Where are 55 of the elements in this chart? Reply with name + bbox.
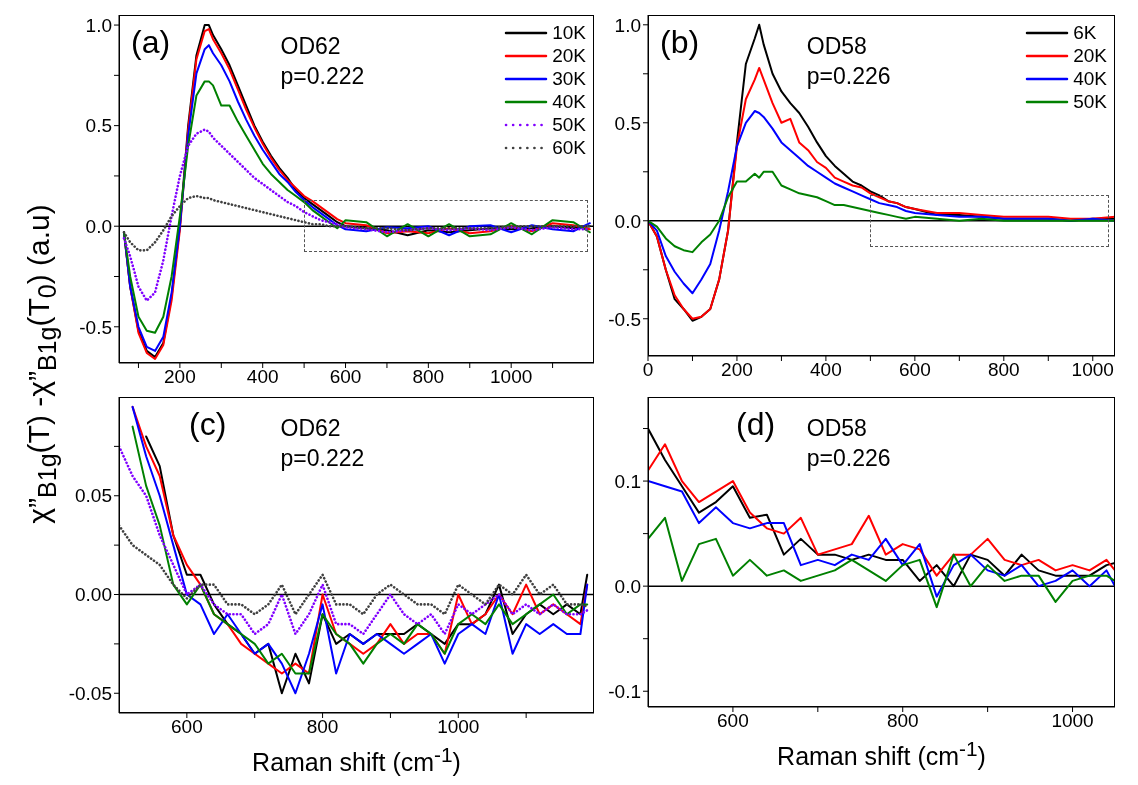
y-tick-label: -0.05: [68, 682, 112, 704]
y-tick-label: 0.5: [85, 115, 112, 137]
annotation: OD62: [280, 415, 341, 443]
y-tick-label: -0.1: [608, 680, 641, 702]
x-tick-label: 200: [164, 366, 196, 388]
x-tick-label: 1000: [1051, 710, 1094, 732]
y-tick-label: 0.0: [614, 575, 641, 597]
annotation: (c): [189, 405, 227, 444]
x-tick-label: 1000: [1071, 359, 1114, 381]
annotation: p=0.226: [806, 445, 891, 473]
x-axis-title: Raman shift (cm$^{-1}$): [776, 737, 987, 772]
legend-label: 40K: [552, 90, 586, 113]
x-tick-label: 800: [306, 716, 339, 738]
y-tick-label: 0.05: [75, 485, 112, 507]
x-tick-label: 200: [721, 359, 753, 381]
x-tick-label: 800: [987, 359, 1020, 381]
y-tick-label: 0.0: [614, 210, 641, 232]
legend-label: 6K: [1073, 21, 1097, 44]
x-tick-label: 600: [329, 366, 362, 388]
x-tick-label: 1000: [437, 716, 480, 738]
annotation: (a): [131, 23, 171, 62]
annotation: OD62: [280, 33, 341, 61]
x-axis-title: Raman shift (cm$^{-1}$): [251, 743, 462, 778]
annotation: p=0.222: [280, 63, 365, 91]
x-tick-label: 600: [717, 710, 749, 732]
legend-label: 20K: [1073, 44, 1107, 67]
x-tick-label: 400: [246, 366, 279, 388]
annotation: p=0.222: [280, 445, 365, 473]
annotation: OD58: [806, 33, 867, 61]
annotation: (d): [736, 405, 776, 444]
y-tick-label: 0.0: [85, 215, 112, 237]
y-tick-label: 0.1: [614, 470, 641, 492]
annotation: (b): [660, 23, 700, 62]
legend-label: 30K: [552, 67, 586, 90]
x-tick-label: 400: [810, 359, 842, 381]
annotation: p=0.226: [806, 63, 891, 91]
x-tick-label: 800: [412, 366, 445, 388]
legend-label: 10K: [552, 21, 586, 44]
legend-label: 50K: [552, 113, 586, 136]
annotation: OD58: [806, 415, 867, 443]
legend-label: 60K: [552, 136, 586, 159]
y-tick-label: -0.5: [79, 316, 112, 338]
x-tick-label: 0: [642, 359, 654, 381]
x-tick-label: 600: [899, 359, 931, 381]
legend-label: 50K: [1073, 90, 1107, 113]
y-tick-label: 1.0: [614, 14, 641, 36]
y-tick-label: -0.5: [608, 308, 641, 330]
x-tick-label: 1000: [490, 366, 533, 388]
legend-label: 40K: [1073, 67, 1107, 90]
legend-label: 20K: [552, 44, 586, 67]
x-tick-label: 800: [886, 710, 919, 732]
y-tick-label: 0.5: [614, 112, 641, 134]
y-tick-label: 0.00: [75, 584, 112, 606]
x-tick-label: 600: [171, 716, 203, 738]
y-tick-label: 1.0: [85, 14, 112, 36]
